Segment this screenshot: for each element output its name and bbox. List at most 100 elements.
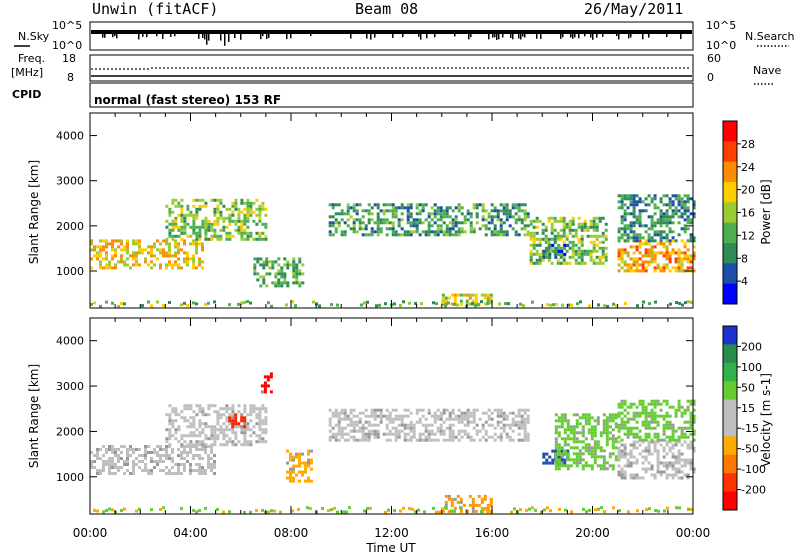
echo-cell — [538, 219, 542, 223]
echo-cell — [168, 245, 171, 249]
echo-cell — [635, 461, 639, 465]
echo-cell — [580, 243, 584, 247]
echo-cell — [442, 408, 446, 412]
echo-cell — [126, 454, 129, 457]
echo-cell — [189, 213, 193, 217]
echo-cell — [445, 224, 449, 228]
echo-cell — [644, 405, 648, 409]
echo-cell — [406, 408, 410, 412]
echo-cell — [638, 200, 642, 204]
echo-cell — [557, 416, 561, 420]
echo-cell — [346, 212, 350, 216]
nsky-drop — [570, 34, 572, 38]
echo-band — [617, 440, 696, 480]
echo-cell — [604, 237, 608, 241]
echo-cell — [295, 266, 299, 270]
echo-cell — [580, 249, 584, 253]
echo-cell — [650, 239, 654, 243]
echo-cell — [253, 269, 257, 273]
echo-cell — [400, 429, 404, 433]
nave-dot — [639, 67, 641, 69]
echo-cell — [692, 470, 696, 474]
echo-cell — [135, 260, 138, 264]
echo-cell — [340, 429, 344, 433]
echo-cell — [568, 222, 572, 226]
nave-dot — [147, 68, 149, 70]
echo-cell — [180, 472, 183, 475]
echo-cell — [159, 266, 162, 270]
echo-cell — [665, 215, 669, 219]
echo-cell — [201, 443, 205, 447]
echo-cell — [599, 464, 603, 468]
echo-cell — [183, 445, 186, 448]
echo-cell — [328, 408, 332, 412]
echo-cell — [195, 213, 199, 217]
ground-cell — [120, 302, 123, 305]
echo-cell — [261, 201, 265, 205]
echo-cell — [180, 457, 183, 460]
echo-cell — [554, 428, 558, 432]
echo-cell — [231, 234, 235, 238]
echo-cell — [550, 261, 554, 265]
echo-cell — [382, 212, 386, 216]
echo-cell — [126, 242, 129, 246]
echo-cell — [689, 236, 693, 240]
ground-cell — [507, 302, 510, 306]
echo-cell — [653, 473, 657, 477]
echo-cell — [605, 467, 609, 471]
echo-cell — [397, 432, 401, 436]
echo-cell — [671, 405, 675, 409]
colorbar-frame — [722, 325, 738, 511]
echo-cell — [481, 224, 485, 228]
echo-cell — [445, 438, 449, 442]
echo-cell — [601, 240, 605, 244]
echo-cell — [246, 201, 250, 205]
echo-cell — [451, 221, 455, 225]
echo-cell — [219, 201, 223, 205]
echo-cell — [183, 469, 186, 472]
colorbar-tick-label: -100 — [741, 463, 766, 476]
nave-dot — [643, 67, 645, 69]
echo-cell — [638, 269, 642, 273]
echo-cell — [460, 414, 464, 418]
echo-cell — [258, 237, 262, 241]
echo-cell — [484, 432, 488, 436]
echo-cell — [295, 269, 299, 273]
echo-cell — [686, 218, 690, 222]
echo-cell — [240, 425, 244, 429]
echo-cell — [692, 399, 696, 403]
echo-cell — [243, 437, 247, 441]
echo-cell — [623, 248, 627, 252]
echo-cell — [457, 233, 461, 237]
echo-cell — [523, 212, 527, 216]
nsky-drop — [290, 34, 292, 39]
echo-cell — [253, 272, 257, 276]
echo-cell — [632, 263, 636, 267]
echo-cell — [481, 206, 485, 210]
echo-cell — [656, 461, 660, 465]
echo-cell — [186, 419, 190, 423]
echo-cell — [120, 242, 123, 246]
echo-cell — [638, 221, 642, 225]
echo-cell — [505, 218, 509, 222]
echo-band — [542, 243, 570, 259]
ground-cell — [369, 506, 372, 510]
echo-cell — [593, 461, 597, 465]
echo-cell — [165, 254, 168, 258]
echo-cell — [174, 260, 177, 264]
echo-cell — [671, 423, 675, 427]
echo-cell — [523, 209, 527, 213]
echo-cell — [451, 227, 455, 231]
echo-cell — [601, 234, 605, 238]
echo-cell — [436, 233, 440, 237]
nsky-drop — [628, 34, 630, 39]
echo-cell — [523, 423, 527, 427]
echo-cell — [307, 464, 310, 468]
echo-cell — [671, 455, 675, 459]
echo-cell — [511, 438, 515, 442]
echo-cell — [177, 413, 181, 417]
nsky-drop — [206, 34, 208, 45]
echo-cell — [114, 251, 117, 255]
echo-cell — [261, 207, 265, 211]
echo-cell — [102, 469, 105, 472]
